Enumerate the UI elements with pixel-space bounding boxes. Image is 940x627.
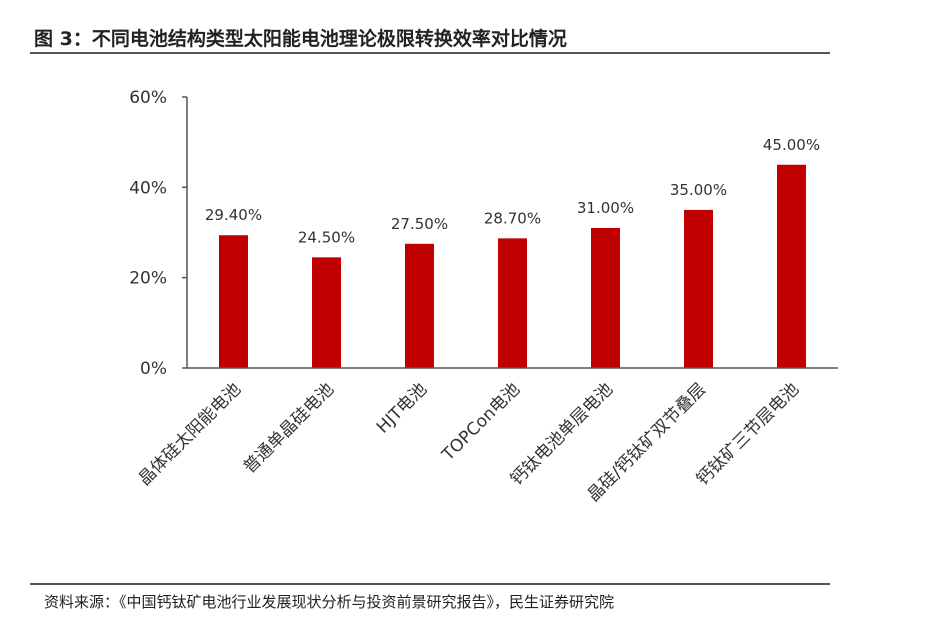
bar (684, 209, 713, 368)
bar-data-label: 45.00% (763, 136, 820, 154)
bar (312, 257, 341, 368)
bar-data-label: 24.50% (298, 228, 355, 246)
title-rule (30, 52, 830, 54)
y-tick-label: 40% (129, 178, 167, 198)
y-tick-label: 0% (140, 359, 167, 379)
y-tick-label: 20% (129, 269, 167, 289)
data-labels: 29.40% 24.50% 27.50% 28.70% 31.00% 35.00% 45.0… (205, 136, 820, 247)
x-category-label: HJT电池 (373, 379, 431, 437)
bar (219, 235, 248, 368)
x-category-label: 钙钛电池单层电池 (507, 379, 617, 489)
bar-data-label: 29.40% (205, 206, 262, 224)
figure-title: 图 3：不同电池结构类型太阳能电池理论极限转换效率对比情况 (34, 28, 567, 50)
bar (591, 227, 620, 368)
bar (777, 164, 806, 368)
bar (405, 243, 434, 368)
source-rule (30, 583, 830, 585)
bar-chart: 0% 20% 40% 60% 29.40% 24.50% 27.50% 28.70% 31.0… (129, 88, 838, 506)
y-axis-ticks: 0% 20% 40% 60% (129, 88, 187, 379)
x-category-label: TOPCon电池 (438, 379, 524, 465)
bar-data-label: 35.00% (670, 181, 727, 199)
axes (186, 97, 838, 369)
x-category-label: 普通单晶硅电池 (240, 379, 338, 477)
bar (498, 238, 527, 368)
bar-data-label: 27.50% (391, 215, 448, 233)
x-category-label: 晶体硅太阳能电池 (135, 379, 245, 489)
bars (219, 164, 806, 368)
bar-data-label: 31.00% (577, 199, 634, 217)
x-category-label: 钙钛矿三节层电池 (693, 379, 803, 489)
y-tick-label: 60% (129, 88, 167, 108)
bar-data-label: 28.70% (484, 209, 541, 227)
source-note: 资料来源：《中国钙钛矿电池行业发展现状分析与投资前景研究报告》，民生证券研究院 (44, 593, 615, 611)
